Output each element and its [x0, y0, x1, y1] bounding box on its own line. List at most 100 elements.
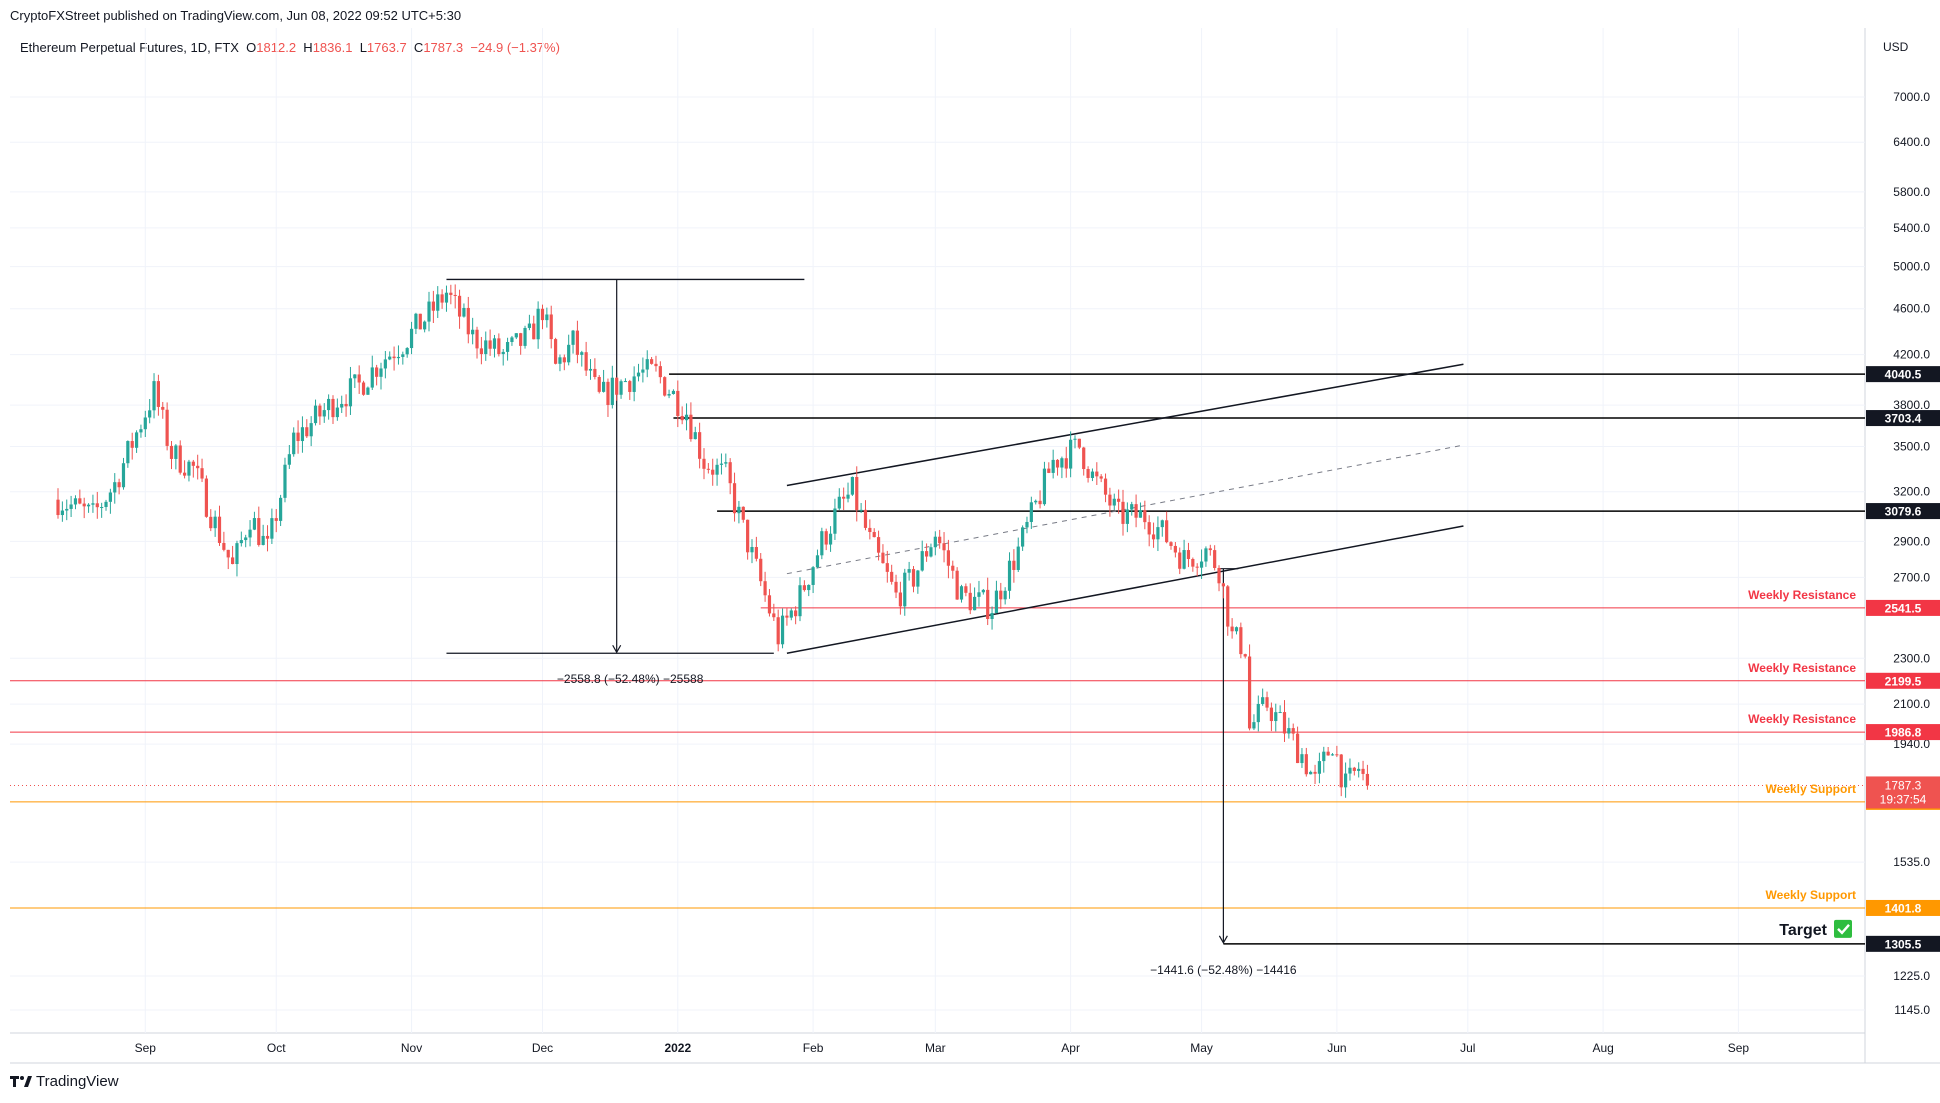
- candle: [1199, 549, 1204, 579]
- candle: [182, 460, 187, 479]
- candle: [1221, 582, 1225, 599]
- candle: [440, 289, 444, 309]
- candle: [226, 549, 230, 570]
- measure-bottom-text: −1441.6 (−52.48%) −14416: [1150, 963, 1297, 977]
- candle: [366, 386, 370, 395]
- candle: [344, 394, 348, 417]
- candle: [1291, 723, 1295, 741]
- candle: [148, 399, 152, 424]
- candle: [955, 567, 959, 600]
- candle: [217, 505, 222, 546]
- channel-lower-line[interactable]: [786, 525, 1464, 654]
- level-annotation: Weekly Support: [1766, 888, 1856, 902]
- candle: [1029, 496, 1033, 529]
- candle: [117, 478, 121, 495]
- candle: [134, 430, 139, 453]
- candle: [842, 487, 846, 511]
- candle: [977, 580, 981, 607]
- candle: [501, 349, 505, 366]
- candle: [632, 366, 636, 402]
- candle: [379, 362, 383, 390]
- candle: [257, 506, 261, 547]
- trend-drawings: −2558.8 (−52.48%) −25588 −1441.6 (−52.48%…: [446, 278, 1464, 977]
- candle: [1147, 515, 1151, 547]
- high-value: 1836.1: [312, 40, 353, 55]
- candle: [811, 566, 815, 594]
- candle: [161, 401, 165, 419]
- candle: [562, 354, 566, 371]
- tradingview-footer[interactable]: TradingView: [10, 1073, 119, 1090]
- low-value: 1763.7: [366, 40, 407, 55]
- candle: [292, 427, 296, 457]
- y-tick-label: 5000.0: [1893, 260, 1930, 274]
- candle: [401, 351, 405, 365]
- candle: [191, 459, 195, 478]
- level-annotation: Weekly Resistance: [1748, 588, 1856, 602]
- candle: [1195, 563, 1199, 577]
- price-label-box: [1866, 672, 1940, 689]
- candle: [1034, 499, 1038, 505]
- candle: [1012, 549, 1016, 583]
- tradingview-brand: TradingView: [36, 1073, 119, 1090]
- candle: [100, 502, 104, 518]
- y-tick-label: 4600.0: [1893, 302, 1930, 316]
- candle: [833, 498, 837, 540]
- candle: [1134, 494, 1138, 528]
- level-annotation: Weekly Support: [1766, 782, 1856, 796]
- y-tick-label: 1225.0: [1893, 969, 1930, 983]
- candle: [754, 536, 758, 562]
- candle: [767, 589, 772, 617]
- channel-midline[interactable]: [786, 444, 1464, 575]
- candle: [1121, 489, 1125, 536]
- candle: [95, 491, 99, 519]
- candle: [383, 350, 387, 379]
- candle: [1217, 565, 1221, 592]
- candle: [588, 359, 593, 380]
- candle: [938, 529, 942, 549]
- candle: [466, 296, 470, 344]
- candle: [802, 580, 806, 592]
- candle: [1330, 753, 1335, 756]
- candle: [1247, 644, 1252, 731]
- last-price-box: [1866, 776, 1940, 809]
- candle: [361, 380, 366, 396]
- candle: [741, 506, 745, 523]
- candle: [815, 549, 820, 569]
- candle: [121, 457, 126, 490]
- candle: [619, 379, 623, 399]
- symbol-title[interactable]: Ethereum Perpetual Futures, 1D, FTX: [20, 40, 239, 55]
- candle: [187, 459, 191, 482]
- candle: [104, 499, 108, 511]
- candle: [684, 403, 689, 431]
- publisher-name[interactable]: CryptoFXStreet: [10, 8, 100, 23]
- x-tick-label: Mar: [925, 1041, 946, 1055]
- candle: [1082, 446, 1086, 476]
- candle: [523, 325, 527, 349]
- candle: [1243, 653, 1247, 659]
- candle: [1069, 431, 1073, 478]
- channel-upper-line[interactable]: [786, 363, 1464, 487]
- y-tick-label: 1535.0: [1893, 855, 1930, 869]
- candle: [850, 476, 854, 496]
- candle: [444, 285, 449, 312]
- candle: [239, 531, 243, 547]
- x-tick-label: Aug: [1592, 1041, 1613, 1055]
- candle: [1274, 703, 1278, 732]
- price-level-label: 2541.5: [1885, 601, 1922, 615]
- candle: [1047, 462, 1051, 474]
- candle: [1099, 474, 1103, 483]
- candle: [510, 335, 514, 346]
- candle: [1064, 446, 1068, 478]
- price-labels: 4040.5 3703.4 3079.6 2541.5 Weekly Resistanc…: [1748, 366, 1940, 952]
- candle: [427, 291, 431, 332]
- candle: [1295, 726, 1300, 764]
- candle: [1138, 502, 1143, 518]
- candle: [357, 365, 361, 394]
- price-label-box: [1866, 599, 1940, 616]
- level-annotation: Weekly Resistance: [1748, 661, 1856, 675]
- measure-top-text: −2558.8 (−52.48%) −25588: [557, 672, 704, 686]
- currency-label: USD: [1883, 40, 1909, 54]
- axes: Sep Oct Nov Dec 2022 Feb Mar Apr May Jun Jul Aug Sep…: [135, 90, 1931, 1055]
- candle: [69, 495, 73, 518]
